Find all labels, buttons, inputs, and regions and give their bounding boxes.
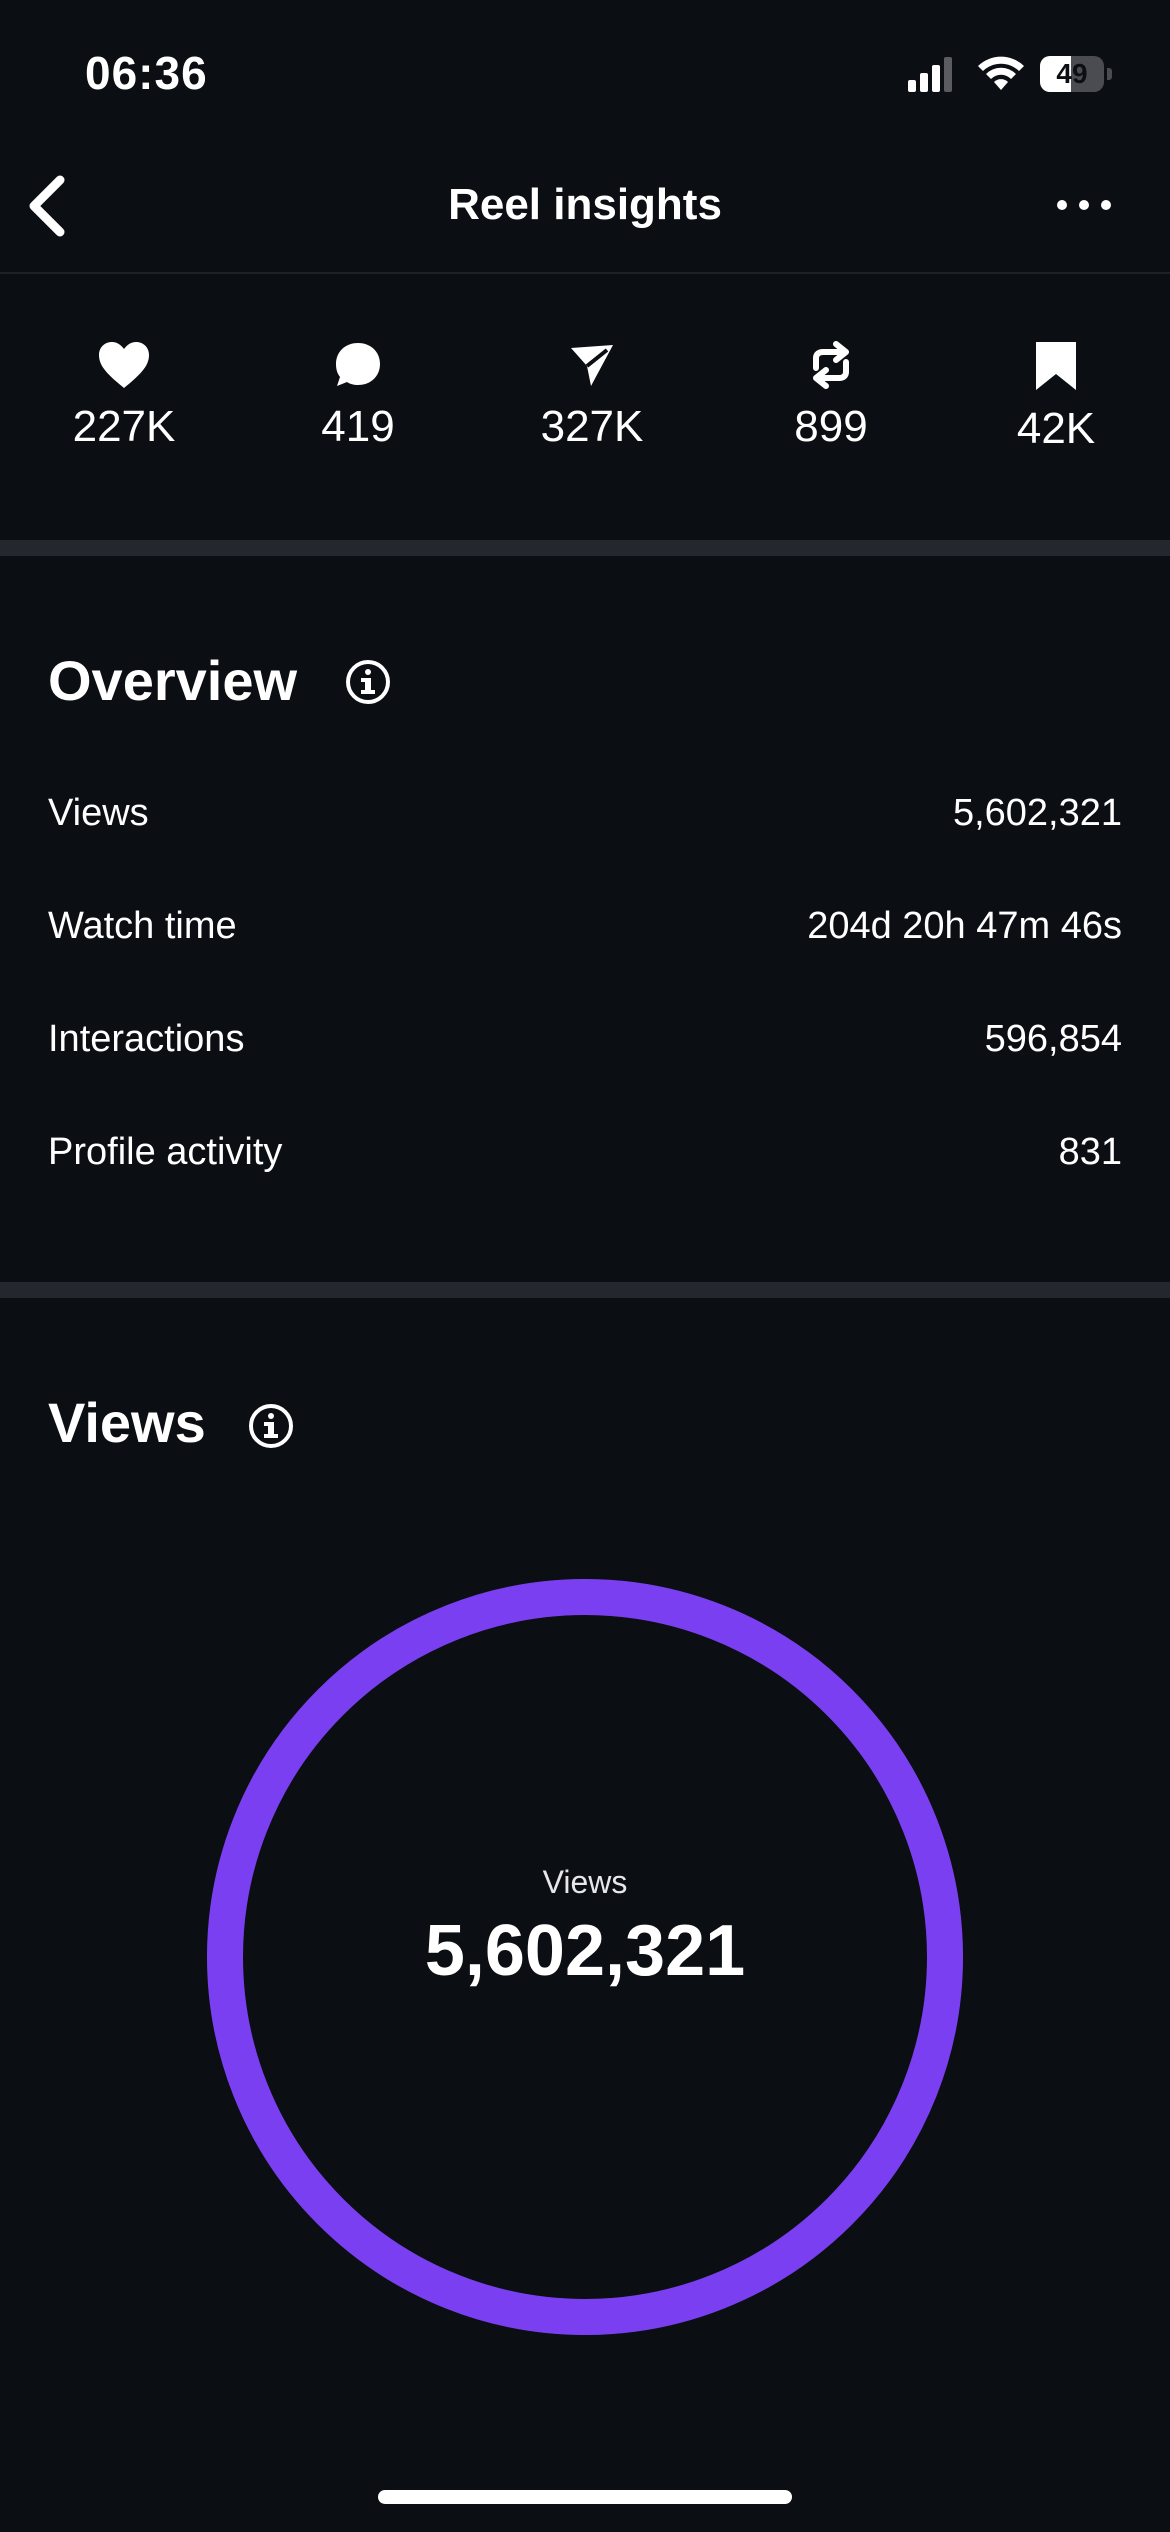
views-info-icon[interactable]	[247, 1402, 295, 1450]
metric-value: 42K	[1016, 404, 1096, 453]
home-indicator[interactable]	[378, 2490, 792, 2504]
metric-saves[interactable]: 42K	[966, 340, 1146, 454]
page-title: Reel insights	[448, 180, 722, 229]
more-horizontal-icon	[1057, 200, 1111, 210]
status-time: 06:36	[85, 47, 208, 99]
views-title: Views	[48, 1391, 206, 1454]
share-icon	[571, 345, 613, 386]
metric-reposts[interactable]: 899	[741, 340, 921, 452]
overview-row-value: 596,854	[984, 1018, 1122, 1060]
overview-row-value: 831	[1058, 1131, 1122, 1173]
more-options-button[interactable]	[1052, 180, 1116, 230]
repost-icon	[813, 341, 849, 389]
ring-label: Views	[542, 1864, 628, 1900]
cellular-signal-icon	[908, 57, 952, 92]
heart-icon	[99, 342, 149, 388]
overview-row-value: 204d 20h 47m 46s	[807, 905, 1122, 947]
ring-progress-arc	[207, 1579, 963, 2335]
metric-comments[interactable]: 419	[268, 340, 448, 452]
metric-likes[interactable]: 227K	[34, 340, 214, 452]
overview-row-label: Watch time	[48, 905, 237, 947]
views-ring-chart	[207, 1579, 963, 2335]
back-button[interactable]	[20, 172, 76, 242]
overview-row-value: 5,602,321	[952, 792, 1122, 834]
ring-value: 5,602,321	[424, 1911, 746, 1991]
overview-row-label: Profile activity	[48, 1131, 283, 1173]
metric-value: 327K	[540, 402, 644, 451]
battery-percentage: 49	[1056, 58, 1088, 89]
metric-value: 227K	[72, 402, 176, 451]
overview-title: Overview	[48, 649, 298, 712]
battery-level-fill	[1040, 56, 1072, 92]
comment-icon	[336, 343, 380, 386]
header-divider	[0, 272, 1170, 274]
metric-shares[interactable]: 327K	[502, 340, 682, 452]
section-divider	[0, 1282, 1170, 1298]
overview-row-label: Interactions	[48, 1018, 245, 1060]
wifi-icon	[978, 56, 1024, 90]
metric-value: 419	[321, 402, 395, 451]
bookmark-icon	[1036, 342, 1076, 390]
section-divider	[0, 540, 1170, 556]
chevron-left-icon	[29, 175, 65, 237]
overview-row-label: Views	[48, 792, 149, 834]
overview-info-icon[interactable]	[344, 658, 392, 706]
metric-value: 899	[794, 402, 868, 451]
battery-indicator: 49	[1040, 56, 1112, 92]
